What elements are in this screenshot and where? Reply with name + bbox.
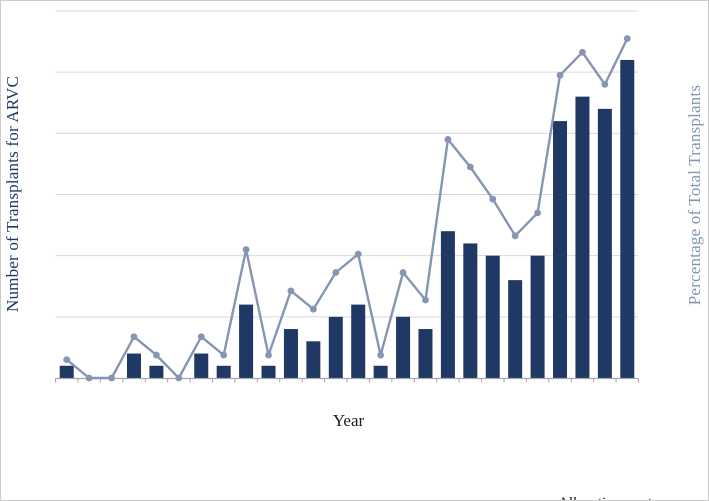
bar-2008: [373, 365, 388, 378]
bar-2009: [396, 316, 411, 378]
annotation-allocation-changed: Allocation system changed: [558, 456, 671, 500]
bar-2006: [328, 316, 343, 378]
point-2016: [556, 71, 564, 79]
bar-2012: [463, 243, 478, 378]
point-2019: [623, 35, 631, 42]
point-2010: [422, 296, 429, 304]
right-axis-title: Percentage of Total Transplants: [685, 84, 704, 306]
point-1994: [63, 356, 71, 364]
bar-2000: [194, 353, 209, 378]
point-2015: [534, 209, 541, 217]
point-2007: [354, 250, 362, 258]
left-axis-title: Number of Transplants for ARVC: [3, 75, 22, 313]
x-axis-title: Year: [332, 411, 365, 430]
annotation-criteria-revised: ARVC diagnostic criteria revised: [347, 463, 453, 500]
bar-2005: [306, 341, 321, 378]
point-2009: [399, 269, 407, 276]
point-2018: [601, 81, 609, 88]
point-1997: [130, 333, 138, 341]
bar-2013: [485, 255, 500, 378]
point-2011: [444, 136, 452, 143]
bar-2007: [351, 304, 366, 378]
bar-2015: [530, 255, 545, 378]
point-1995: [85, 374, 93, 382]
point-2004: [287, 287, 295, 295]
bar-2014: [508, 280, 523, 378]
bar-2002: [239, 304, 254, 378]
bar-2011: [440, 231, 455, 378]
point-2014: [511, 232, 519, 240]
bar-1997: [126, 353, 141, 378]
point-2006: [332, 269, 340, 276]
bar-2019: [620, 59, 635, 378]
point-2002: [242, 246, 250, 253]
bar-2018: [597, 108, 612, 378]
bar-2016: [553, 121, 568, 378]
point-2012: [466, 163, 474, 171]
point-2000: [197, 333, 205, 341]
percentage-line: [65, 37, 629, 380]
bar-2017: [575, 96, 590, 378]
point-2003: [265, 351, 272, 359]
bar-2010: [418, 329, 433, 378]
bar-2001: [216, 365, 231, 378]
point-1999: [175, 374, 183, 382]
bar-1998: [149, 365, 164, 378]
point-1998: [153, 351, 160, 359]
bar-2003: [261, 365, 276, 378]
point-2001: [220, 351, 228, 359]
point-2005: [309, 305, 317, 313]
point-2008: [377, 351, 385, 359]
annotation-criteria-defined: ARVC diagnostic criteria defined: [29, 463, 135, 500]
point-2017: [579, 48, 586, 56]
bar-1994: [59, 365, 74, 378]
annotation-line: Allocation system: [558, 494, 671, 500]
point-2013: [489, 195, 497, 203]
point-1996: [108, 374, 115, 382]
bar-2004: [283, 329, 298, 378]
